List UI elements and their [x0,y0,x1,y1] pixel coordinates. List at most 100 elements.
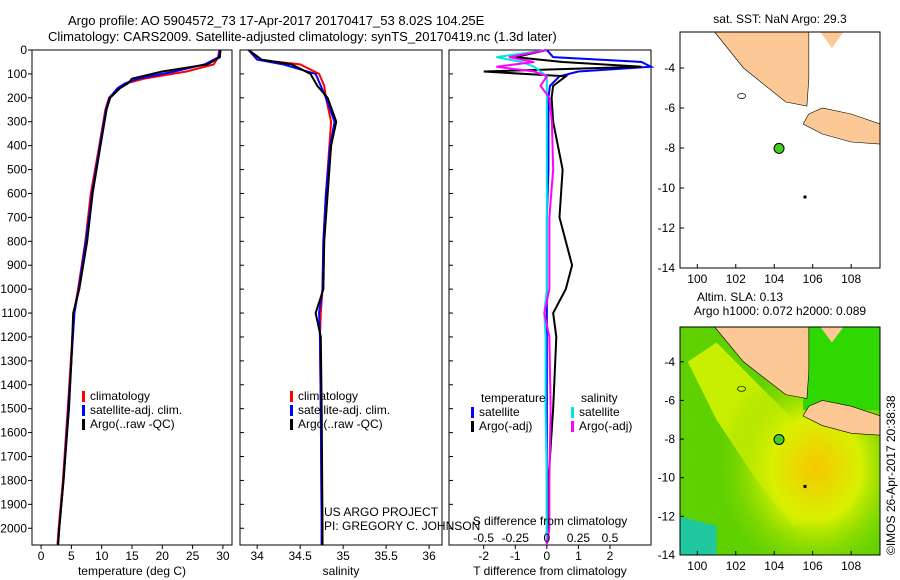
y-tick-label: 400 [7,139,27,153]
pi-label: PI: GREGORY C. JOHNSON [324,519,481,533]
legend-swatch [471,407,474,418]
lat-tick-label: -14 [658,261,676,275]
lat-tick-label: -8 [664,141,675,155]
y-tick-label: 1700 [0,450,27,464]
christmas-island [803,195,807,199]
x-tick-label: 35.5 [374,549,398,563]
lat-tick-label: -10 [658,181,676,195]
legend-label: Argo(..raw -QC) [90,417,175,431]
series-line-argo-raw-qc- [247,49,338,545]
lat-tick-label: -12 [658,509,676,523]
x-tick-label: -1 [510,549,521,563]
x-tick-label: 0 [38,549,45,563]
x-tick-label: 15 [125,549,139,563]
legend-label: Argo(-adj) [479,419,532,433]
x-tick-label: 20 [156,549,170,563]
series-line-satellite-adj-clim- [57,49,221,546]
enggano-island [737,93,746,99]
legend-label: satellite-adj. clim. [298,403,390,417]
x-tick-label: 5 [68,549,75,563]
y-tick-label: 2000 [0,521,27,535]
x-axis-label: temperature (deg C) [78,564,186,578]
x2-tick-label: 0 [544,531,551,545]
panel-temperature: 0 5 10 15 20 25 30 temperature (deg C) 0 100 200 30… [0,43,233,578]
x2-tick-label: 0.25 [567,531,591,545]
enggano-island [737,385,746,392]
y-tick-label: 500 [7,163,27,177]
lon-tick-label: 102 [726,559,746,573]
legend-header: temperature [481,391,546,405]
sla-map-title-line1: Altim. SLA: 0.13 [696,290,784,304]
lon-tick-label: 108 [841,272,861,286]
x2-tick-label: 0.5 [602,531,619,545]
x-tick-label: 25 [186,549,200,563]
x-tick-label: 34.5 [288,549,312,563]
figure-title-line1: Argo profile: AO 5904572_73 17-Apr-2017 … [68,13,485,28]
series-line-climatology [56,49,221,546]
x-tick-label: 36 [422,549,436,563]
x-tick-label: 30 [216,549,230,563]
legend-swatch [82,405,85,416]
y-tick-label: 1200 [0,330,27,344]
series-line-t-satellite [545,49,655,545]
legend-label: Argo(..raw -QC) [298,417,383,431]
x-tick-label: 34 [251,549,265,563]
project-label: US ARGO PROJECT [324,505,439,519]
christmas-island [803,484,807,488]
map-frame [679,31,881,269]
sla-north-region [803,327,880,411]
series-line-s-argo-adj- [496,49,555,546]
panel-salinity: 34 34.5 35 35.5 36 salinity climatologysatelli… [239,49,443,578]
x2-tick-label: -0.5 [473,531,494,545]
y-tick-label: 1800 [0,473,27,487]
y-tick-label: 0 [20,43,27,57]
sumatra-land [713,31,810,107]
legend-swatch [82,391,85,402]
lon-tick-label: 104 [764,272,784,286]
y-tick-label: 200 [7,91,27,105]
series-line-climatology [247,49,333,545]
y-tick-label: 1100 [1,306,27,320]
lat-tick-label: -4 [664,61,675,75]
series-line-argo-raw-qc- [57,49,222,546]
x2-tick-label: -0.25 [502,531,530,545]
lat-tick-label: -6 [664,101,675,115]
map-sst: 100 102 104 106 108 -4 -6 -8 -10 -12 -14 [658,31,881,286]
map-sla: 100 102 104 106 108 -4 -6 -8 -10 -12 -14 [658,326,881,573]
bangka-land [820,327,844,343]
x-axis-label: T difference from climatology [473,564,627,578]
y-tick-label: 600 [7,186,27,200]
legend-label: satellite [479,405,520,419]
panel-difference: -2 -1 0 1 2T difference from climatology -0.5… [448,49,655,578]
legend-header: salinity [581,391,618,405]
x-tick-label: 1 [575,549,582,563]
java-land [802,107,881,145]
x-tick-label: 10 [95,549,109,563]
legend-swatch [290,419,293,430]
lon-tick-label: 108 [841,559,861,573]
legend-swatch [571,421,574,432]
lat-tick-label: -12 [658,221,676,235]
legend-swatch [571,407,574,418]
legend-label: climatology [298,389,358,403]
x2-axis-label: S difference from climatology [473,514,628,528]
y-tick-label: 1000 [0,282,27,296]
series-line-t-argo-adj- [483,49,642,546]
plot-frame [31,49,233,546]
lat-tick-label: -10 [658,471,676,485]
series-line-s-satellite [496,49,548,545]
argo-float-marker [773,433,785,445]
y-tick-label: 1300 [0,354,27,368]
sst-map-title: sat. SST: NaN Argo: 29.3 [713,12,847,26]
sla-low-region [680,516,717,555]
legend-swatch [471,421,474,432]
map-frame [679,326,881,556]
credit-label: ©IMOS 26-Apr-2017 20:38:38 [884,395,898,555]
legend-swatch [290,405,293,416]
legend-swatch [82,419,85,430]
lon-tick-label: 106 [803,559,823,573]
y-tick-label: 100 [7,67,27,81]
argo-float-marker [773,142,785,154]
